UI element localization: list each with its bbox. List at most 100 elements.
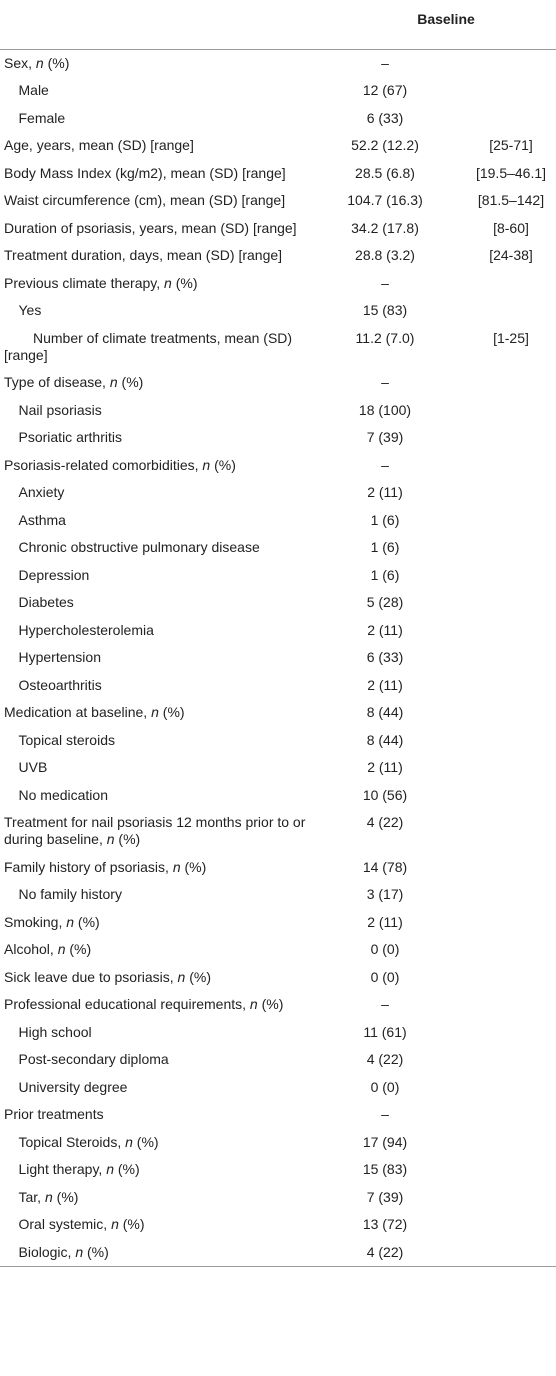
row-value: 12 (67) [362,82,408,98]
row-label: Biologic, n (%) [0,1238,336,1267]
table-row: Prior treatments – [0,1101,556,1129]
table-row: Diabetes 5 (28) [0,589,556,617]
table-row: Psoriasis-related comorbidities, n (%) – [0,452,556,480]
row-value: 14 (78) [362,858,408,875]
row-range [434,1046,556,1074]
row-value: 8 (44) [366,731,404,748]
table-row: Sex, n (%) – [0,49,556,77]
row-value: 6 (33) [366,109,404,126]
row-label: Chronic obstructive pulmonary disease [18,539,260,555]
row-value: 1 (6) [370,511,400,528]
row-label: Family history of psoriasis, n (%) [4,858,207,875]
row-range [434,1184,556,1212]
row-label: Hypercholesterolemia [18,621,154,638]
table-row: No family history 3 (17) [0,881,556,909]
table-row: Female 6 (33) [0,105,556,133]
row-label: Asthma [18,511,66,528]
row-value: 7 (39) [366,1188,404,1205]
row-range: [25-71] [489,137,533,153]
row-label: Age, years, mean (SD) [range] [4,137,194,153]
table-row: Waist circumference (cm), mean (SD) [ran… [0,187,556,215]
row-value: 5 (28) [366,594,404,610]
row-value: 0 (0) [370,968,400,985]
row-label: University degree [18,1078,128,1095]
row-value: – [381,274,389,291]
row-range [434,397,556,425]
row-value: – [381,456,389,473]
table-row: Nail psoriasis 18 (100) [0,397,556,425]
row-value: 1 (6) [370,539,400,555]
table-row: Treatment for nail psoriasis 12 months p… [0,809,556,854]
row-value: 2 (11) [367,759,403,775]
table-row: Psoriatic arthritis 7 (39) [0,424,556,452]
row-range [434,1074,556,1102]
row-value: 4 (22) [366,1051,404,1067]
row-range [434,727,556,755]
table-row: Smoking, n (%) 2 (11) [0,909,556,937]
row-label: Osteoarthritis [18,676,102,693]
row-label: Sick leave due to psoriasis, n (%) [4,968,211,985]
table-row: Number of climate treatments, mean (SD) … [0,325,556,370]
row-range [434,562,556,590]
row-value: 1 (6) [370,566,400,583]
row-range [434,534,556,562]
row-range: [19.5–46.1] [475,164,547,181]
table-row: Hypertension 6 (33) [0,644,556,672]
row-value: 4 (22) [336,1238,434,1267]
table-row: No medication 10 (56) [0,782,556,810]
row-label: Topical Steroids, n (%) [18,1133,159,1150]
row-value: 15 (83) [362,1161,408,1177]
row-label: Sex, n (%) [4,54,70,71]
table-body: Sex, n (%) – Male 12 (67) Female 6 (33) Age, y… [0,49,556,1267]
row-range [434,369,556,397]
row-label: Tar, n (%) [18,1188,79,1205]
table-row: Anxiety 2 (11) [0,479,556,507]
row-value: 8 (44) [366,704,404,720]
row-range [434,964,556,992]
row-label: Medication at baseline, n (%) [4,704,185,720]
row-label: Yes [18,302,42,318]
row-range [434,909,556,937]
row-label: No medication [18,786,109,803]
table-row: Topical Steroids, n (%) 17 (94) [0,1129,556,1157]
row-range [434,991,556,1019]
row-range: [1-25] [493,329,529,346]
row-label: Treatment for nail psoriasis 12 months p… [4,814,306,847]
row-label: Number of climate treatments, mean (SD) … [4,329,293,363]
row-label: Duration of psoriasis, years, mean (SD) … [4,219,297,236]
row-value: – [381,996,389,1012]
row-value: 28.8 (3.2) [355,247,415,263]
row-value: 28.5 (6.8) [355,164,415,181]
row-value: 34.2 (17.8) [351,219,419,236]
table-row: Medication at baseline, n (%) 8 (44) [0,699,556,727]
table-row: Depression 1 (6) [0,562,556,590]
row-range [434,270,556,298]
row-label: Diabetes [18,594,74,610]
table-row: University degree 0 (0) [0,1074,556,1102]
row-range [434,1101,556,1129]
table: Baseline Sex, n (%) – Male 12 (67) Female 6 (… [0,0,556,1267]
table-row: Light therapy, n (%) 15 (83) [0,1156,556,1184]
row-label: Smoking, n (%) [4,913,100,930]
table-row: Treatment duration, days, mean (SD) [ran… [0,242,556,270]
row-range [434,1019,556,1047]
row-range [434,77,556,105]
header-cell [0,0,336,50]
row-label: Topical steroids [18,731,116,748]
row-label: Treatment duration, days, mean (SD) [ran… [4,247,283,263]
table-row: UVB 2 (11) [0,754,556,782]
row-value: 18 (100) [358,401,412,418]
row-value: 10 (56) [362,786,408,803]
row-label: Anxiety [18,484,65,500]
row-label: Alcohol, n (%) [4,941,92,957]
row-label: Post-secondary diploma [18,1051,169,1067]
row-range [434,854,556,882]
row-value: 2 (11) [367,621,403,638]
table-row: High school 11 (61) [0,1019,556,1047]
table-row: Duration of psoriasis, years, mean (SD) … [0,215,556,243]
row-label: Body Mass Index (kg/m2), mean (SD) [rang… [4,164,286,181]
row-range: [8-60] [493,219,529,236]
table-row: Post-secondary diploma 4 (22) [0,1046,556,1074]
row-range [434,1129,556,1157]
